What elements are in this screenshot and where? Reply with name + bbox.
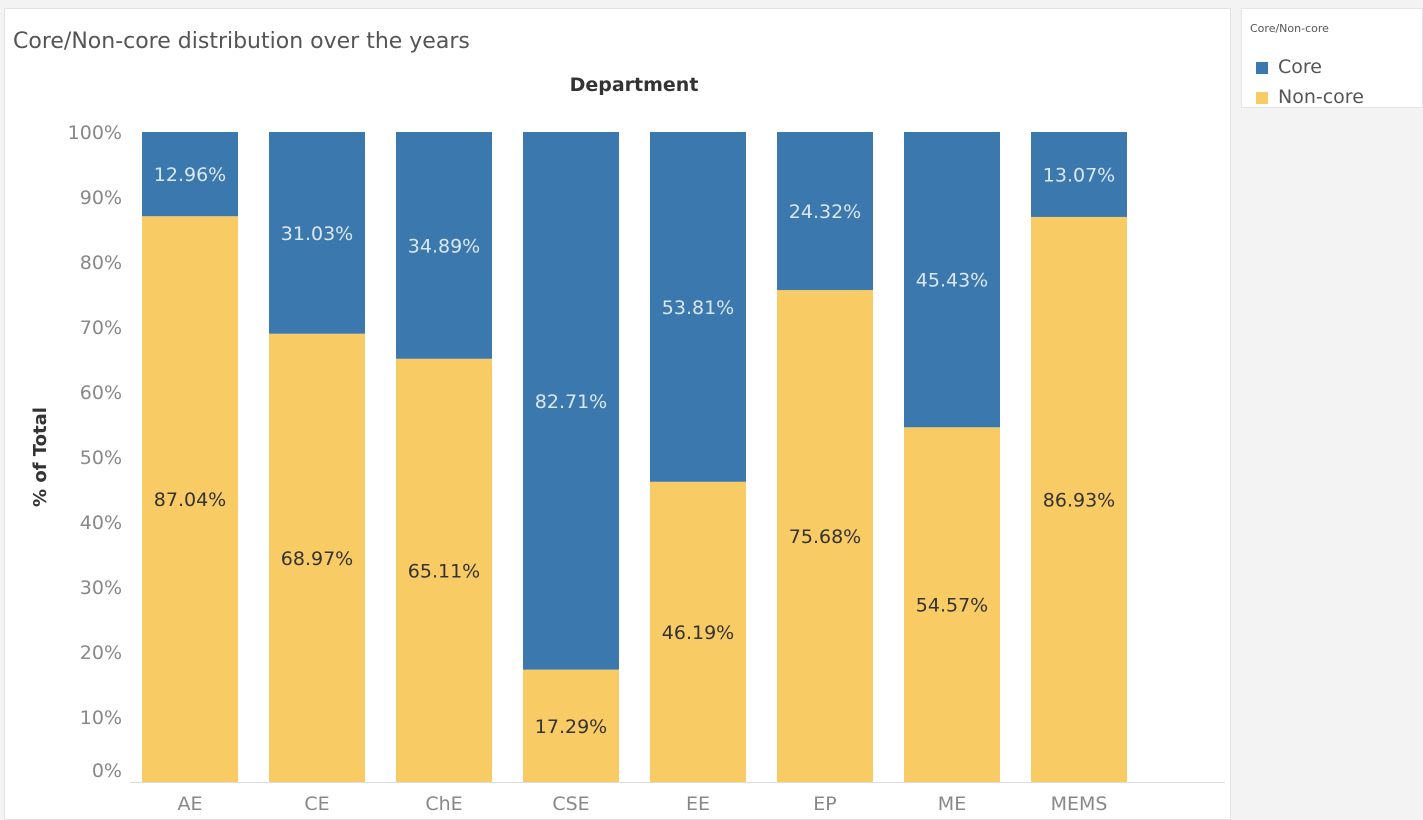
data-label: 65.11%	[408, 560, 480, 582]
y-axis-label: % of Total	[30, 407, 51, 507]
data-label: 87.04%	[154, 489, 226, 511]
bar-non-core-ae	[142, 216, 238, 783]
data-label: 46.19%	[662, 622, 734, 644]
x-tick-label: CSE	[552, 793, 589, 815]
y-tick-label: 40%	[80, 512, 122, 534]
data-label: 86.93%	[1043, 489, 1115, 511]
data-label: 53.81%	[662, 297, 734, 319]
bar-core-me	[904, 132, 1000, 428]
y-tick-label: 80%	[80, 252, 122, 274]
bar-non-core-cse	[523, 669, 619, 782]
y-tick-label: 60%	[80, 382, 122, 404]
bar-core-che	[396, 132, 492, 359]
x-tick-label: ME	[938, 793, 966, 815]
data-label: 31.03%	[281, 223, 353, 245]
data-label: 54.57%	[916, 595, 988, 617]
data-label: 82.71%	[535, 391, 607, 413]
bar-core-cse	[523, 132, 619, 670]
legend-label-core: Core	[1278, 56, 1322, 78]
bar-core-mems	[1031, 132, 1127, 217]
x-tick-label: MEMS	[1051, 793, 1108, 815]
legend-swatch-non-core	[1256, 92, 1268, 104]
data-label: 24.32%	[789, 201, 861, 223]
y-tick-label: 10%	[80, 707, 122, 729]
data-label: 12.96%	[154, 164, 226, 186]
legend: Core/Non-core Core Non-core	[1241, 8, 1423, 108]
bar-non-core-ep	[777, 290, 873, 782]
y-tick-label: 100%	[68, 122, 122, 144]
x-tick-label: CE	[304, 793, 329, 815]
bar-non-core-ce	[269, 333, 365, 782]
x-tick-label: AE	[177, 793, 202, 815]
column-header: Department	[570, 74, 699, 96]
y-tick-label: 0%	[92, 760, 122, 782]
data-label: 17.29%	[535, 716, 607, 738]
bar-core-ce	[269, 132, 365, 334]
data-label: 13.07%	[1043, 164, 1115, 186]
x-tick-label: EE	[686, 793, 710, 815]
legend-label-non-core: Non-core	[1278, 86, 1364, 108]
bar-core-ae	[142, 132, 238, 217]
bar-non-core-mems	[1031, 216, 1127, 782]
bar-non-core-ee	[650, 481, 746, 782]
chart-title: Core/Non-core distribution over the year…	[13, 29, 470, 54]
bar-core-ee	[650, 132, 746, 482]
y-tick-label: 90%	[80, 187, 122, 209]
bar-non-core-me	[904, 427, 1000, 782]
y-tick-label: 50%	[80, 447, 122, 469]
x-tick-label: ChE	[425, 793, 462, 815]
y-tick-label: 70%	[80, 317, 122, 339]
bar-core-ep	[777, 132, 873, 291]
x-tick-label: EP	[813, 793, 836, 815]
stacked-bar-chart: Department % of Total 0% 10% 20% 30% 40% 50% 60%…	[30, 74, 1225, 815]
data-label: 75.68%	[789, 526, 861, 548]
data-label: 34.89%	[408, 235, 480, 257]
legend-title: Core/Non-core	[1250, 22, 1329, 35]
y-tick-label: 20%	[80, 642, 122, 664]
bar-non-core-che	[396, 358, 492, 782]
y-tick-label: 30%	[80, 577, 122, 599]
legend-swatch-core	[1256, 62, 1268, 74]
data-label: 68.97%	[281, 548, 353, 570]
data-label: 45.43%	[916, 270, 988, 292]
